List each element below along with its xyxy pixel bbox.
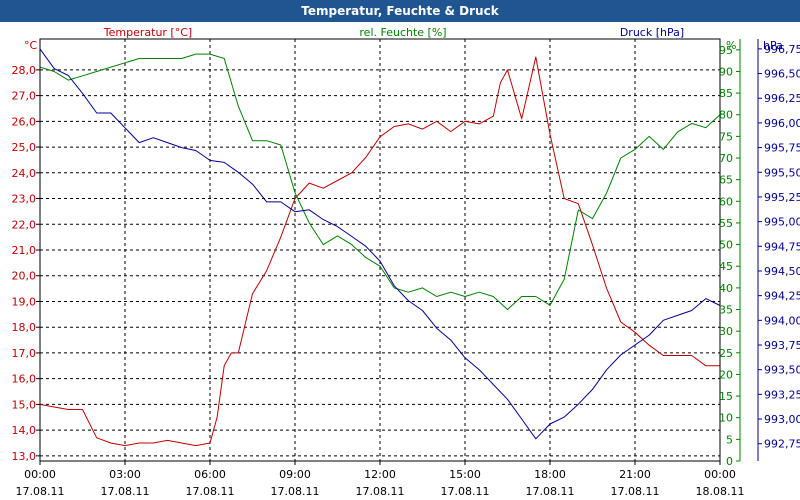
humidity-tick-label: 85	[719, 87, 733, 100]
x-tick-label-time: 00:00	[24, 468, 56, 481]
temperature-tick-label: 23,0	[12, 193, 37, 206]
humidity-tick-label: 75	[719, 130, 733, 143]
x-tick-label-date: 17.08.11	[271, 485, 320, 498]
humidity-unit-label: %	[726, 39, 736, 52]
temperature-tick-label: 16,0	[12, 373, 37, 386]
humidity-tick-label: 0	[726, 455, 733, 468]
temperature-unit-label: °C	[24, 39, 38, 52]
temperature-tick-label: 26,0	[12, 115, 37, 128]
pressure-series-line	[39, 48, 721, 440]
tick-labels: 00:00 17.08.11 03:00 17.08.11 06:00 17.08.11 0…	[12, 43, 800, 498]
x-tick-label-date: 17.08.11	[16, 485, 65, 498]
x-tick-label-time: 06:00	[194, 468, 226, 481]
pressure-tick-label: 993,25	[764, 388, 800, 401]
x-tick-label-time: 00:00	[704, 468, 736, 481]
x-tick-label-time: 21:00	[619, 468, 651, 481]
temperature-tick-label: 20,0	[12, 270, 37, 283]
x-tick-label-date: 17.08.11	[356, 485, 405, 498]
x-tick-label-time: 09:00	[279, 468, 311, 481]
x-tick-label-time: 15:00	[449, 468, 481, 481]
pressure-tick-label: 993,50	[764, 364, 800, 377]
pressure-tick-label: 996,00	[764, 117, 800, 130]
x-tick-label-date: 18.08.11	[696, 485, 745, 498]
humidity-tick-label: 30	[719, 325, 733, 338]
temperature-tick-label: 22,0	[12, 218, 37, 231]
humidity-series-line	[39, 53, 721, 310]
pressure-tick-label: 994,50	[764, 265, 800, 278]
x-tick-label-time: 18:00	[534, 468, 566, 481]
x-tick-label-date: 17.08.11	[441, 485, 490, 498]
humidity-tick-label: 5	[726, 433, 733, 446]
temperature-tick-label: 14,0	[12, 424, 37, 437]
pressure-tick-label: 994,75	[764, 240, 800, 253]
pressure-unit-label: hPa	[763, 39, 783, 52]
temperature-tick-label: 27,0	[12, 90, 37, 103]
humidity-tick-label: 55	[719, 217, 733, 230]
grid-lines	[40, 39, 720, 461]
axis-lines	[36, 38, 762, 465]
temperature-tick-label: 19,0	[12, 295, 37, 308]
temperature-tick-label: 17,0	[12, 347, 37, 360]
pressure-tick-label: 993,75	[764, 339, 800, 352]
x-tick-label-date: 17.08.11	[101, 485, 150, 498]
pressure-tick-label: 995,25	[764, 191, 800, 204]
temperature-tick-label: 15,0	[12, 398, 37, 411]
humidity-tick-label: 65	[719, 174, 733, 187]
humidity-tick-label: 60	[719, 195, 733, 208]
humidity-tick-label: 25	[719, 347, 733, 360]
x-tick-label-date: 17.08.11	[526, 485, 575, 498]
x-tick-label-time: 12:00	[364, 468, 396, 481]
x-tick-label-date: 17.08.11	[611, 485, 660, 498]
x-tick-label-date: 17.08.11	[186, 485, 235, 498]
humidity-tick-label: 35	[719, 304, 733, 317]
humidity-tick-label: 95	[719, 44, 733, 57]
legend-humidity: rel. Feuchte [%]	[359, 26, 446, 39]
temperature-tick-label: 24,0	[12, 167, 37, 180]
temperature-tick-label: 28,0	[12, 64, 37, 77]
humidity-tick-label: 50	[719, 239, 733, 252]
pressure-tick-label: 996,25	[764, 92, 800, 105]
pressure-tick-label: 996,75	[764, 43, 800, 56]
humidity-tick-label: 40	[719, 282, 733, 295]
legend-pressure: Druck [hPa]	[620, 26, 684, 39]
pressure-tick-label: 995,50	[764, 166, 800, 179]
temperature-series-line	[39, 56, 720, 447]
pressure-tick-label: 993,00	[764, 413, 800, 426]
humidity-tick-label: 80	[719, 109, 733, 122]
series-lines	[39, 48, 721, 447]
humidity-tick-label: 70	[719, 152, 733, 165]
pressure-tick-label: 994,00	[764, 314, 800, 327]
humidity-tick-label: 10	[719, 412, 733, 425]
humidity-tick-label: 90	[719, 65, 733, 78]
chart-background	[0, 22, 800, 500]
pressure-tick-label: 995,75	[764, 142, 800, 155]
temperature-tick-label: 21,0	[12, 244, 37, 257]
humidity-tick-label: 15	[719, 390, 733, 403]
pressure-tick-label: 992,75	[764, 438, 800, 451]
chart-title: Temperatur, Feuchte & Druck	[0, 0, 800, 22]
chart-plot: 00:00 17.08.11 03:00 17.08.11 06:00 17.08.11 0…	[0, 22, 800, 500]
pressure-tick-label: 996,50	[764, 68, 800, 81]
temperature-tick-label: 13,0	[12, 450, 37, 463]
pressure-tick-label: 994,25	[764, 290, 800, 303]
temperature-tick-label: 25,0	[12, 141, 37, 154]
legend-temperature: Temperatur [°C]	[103, 26, 192, 39]
humidity-tick-label: 20	[719, 368, 733, 381]
pressure-tick-label: 995,00	[764, 216, 800, 229]
temperature-tick-label: 18,0	[12, 321, 37, 334]
x-tick-label-time: 03:00	[109, 468, 141, 481]
humidity-tick-label: 45	[719, 260, 733, 273]
